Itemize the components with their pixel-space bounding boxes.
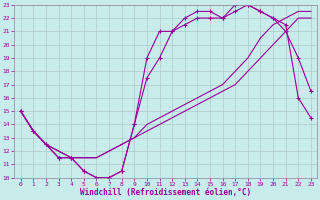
X-axis label: Windchill (Refroidissement éolien,°C): Windchill (Refroidissement éolien,°C) [80,188,252,197]
